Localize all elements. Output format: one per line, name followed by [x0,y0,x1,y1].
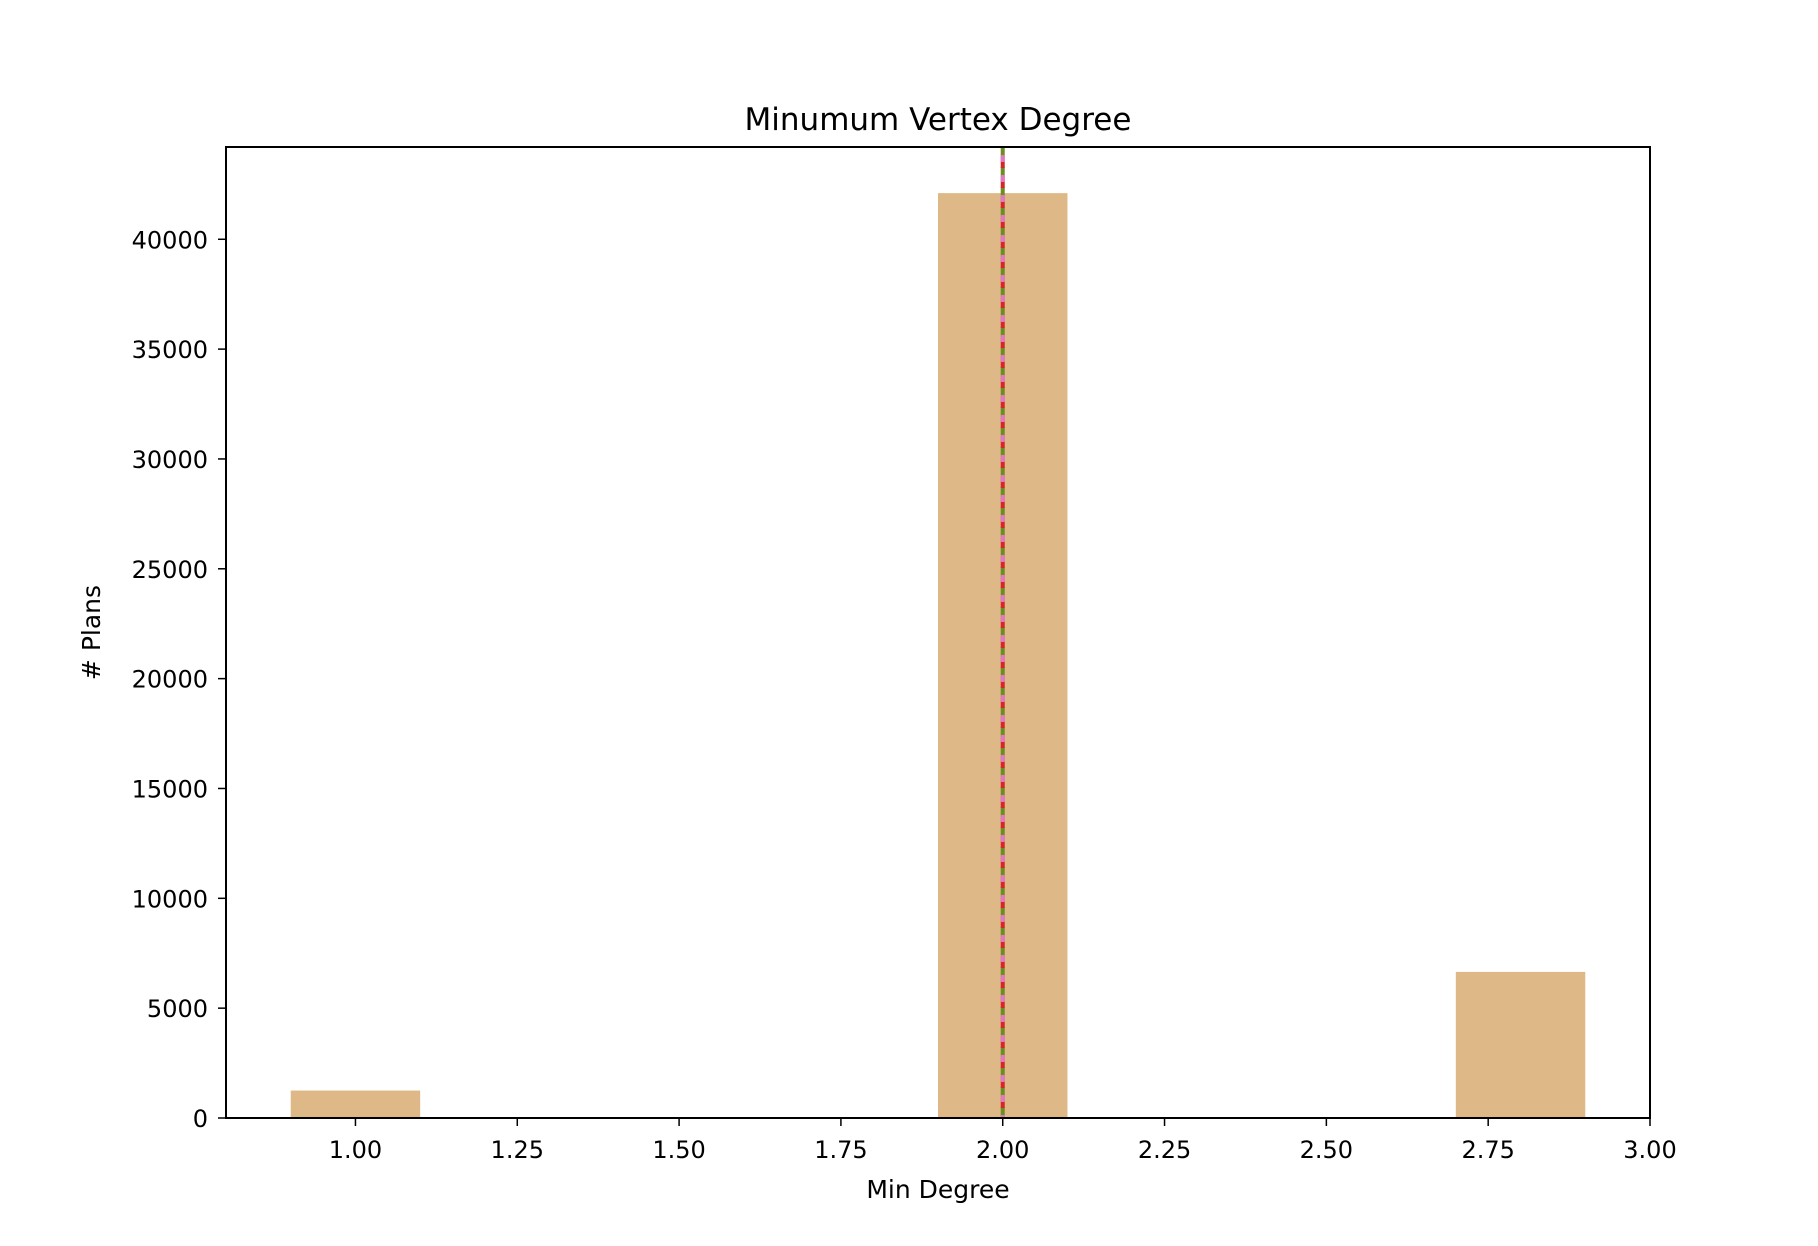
y-tick-label: 25000 [132,556,208,584]
histogram-bar [290,1090,421,1118]
x-tick-label: 2.25 [1138,1136,1191,1164]
x-tick-label: 1.50 [652,1136,705,1164]
y-tick-label: 40000 [132,226,208,254]
x-tick-label: 2.50 [1300,1136,1353,1164]
x-tick-label: 1.00 [329,1136,382,1164]
y-tick-label: 0 [193,1105,208,1133]
y-axis-ticks: 0 5000 10000 15000 20000 25000 30000 35000 40000 [132,226,226,1133]
y-tick-label: 10000 [132,885,208,913]
plot-frame [225,146,1651,1119]
chart-title: Minumum Vertex Degree [745,102,1132,138]
x-tick-label: 1.25 [491,1136,544,1164]
x-tick-label: 3.00 [1623,1136,1676,1164]
y-tick-label: 35000 [132,336,208,364]
x-tick-label: 2.00 [976,1136,1029,1164]
y-tick-label: 30000 [132,446,208,474]
y-axis-label: # Plans [77,585,106,680]
y-tick-label: 5000 [147,995,208,1023]
histogram-bar [1455,971,1586,1118]
x-tick-label: 2.75 [1461,1136,1514,1164]
x-axis-label: Min Degree [866,1175,1009,1204]
y-tick-label: 20000 [132,666,208,694]
x-axis-ticks: 1.00 1.25 1.50 1.75 2.00 2.25 2.50 2.75 3.00 [329,1118,1677,1164]
y-tick-label: 15000 [132,775,208,803]
x-tick-label: 1.75 [814,1136,867,1164]
